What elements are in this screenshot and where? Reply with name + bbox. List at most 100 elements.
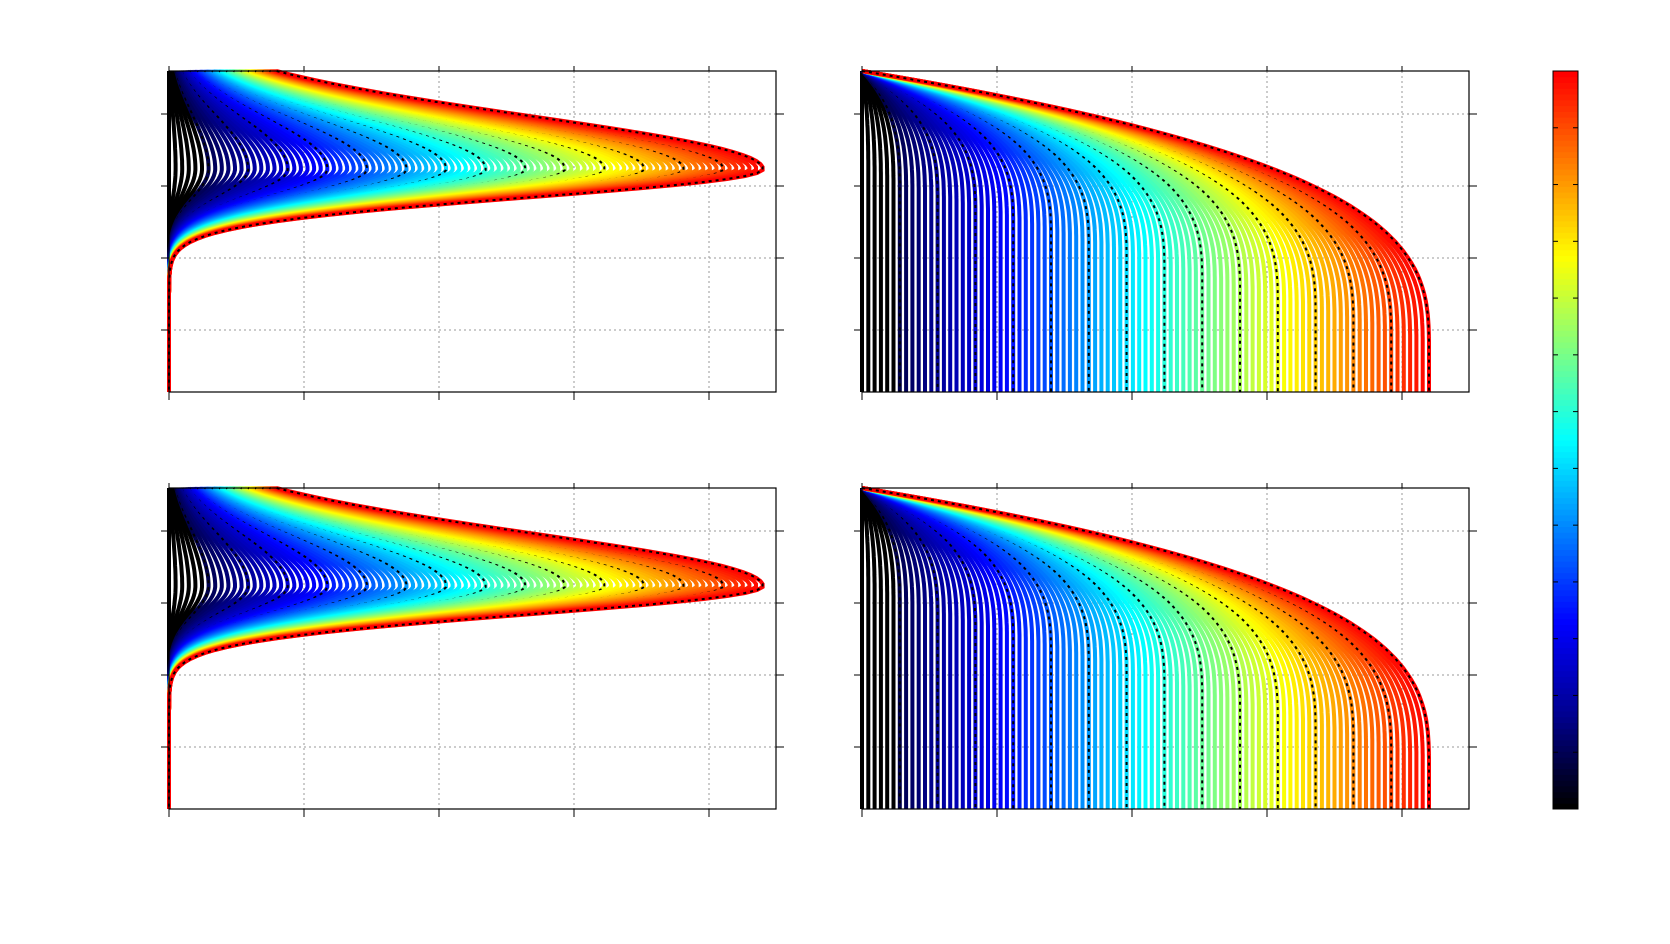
colorbar-cell [1553, 751, 1578, 758]
colorbar-cell [1553, 555, 1578, 562]
colorbar-cell [1553, 589, 1578, 597]
colorbar-cell [1553, 739, 1578, 747]
dashed-curve [861, 487, 1015, 809]
colorbar-cell [1553, 722, 1578, 729]
colorbar-cell [1553, 209, 1578, 216]
curve [860, 69, 927, 392]
panel [161, 66, 784, 400]
colorbar-cell [1553, 664, 1578, 672]
colorbar-cell [1553, 428, 1578, 435]
axes-frame [861, 70, 1470, 393]
colorbar-cell [1553, 509, 1578, 516]
colorbar-cell [1553, 757, 1578, 764]
colorbar-cell [1553, 416, 1578, 424]
curve [861, 486, 990, 809]
colorbar-cell [1553, 705, 1578, 712]
colorbar-cell [1553, 526, 1578, 533]
colorbar-cell [1553, 238, 1578, 245]
colorbar-cell [1553, 451, 1578, 458]
colorbar-cell [1553, 376, 1578, 383]
colorbar-cell [1553, 347, 1578, 355]
colorbar-cell [1553, 382, 1578, 389]
curve [861, 69, 1003, 392]
curve [861, 69, 1009, 392]
dashed-curve [861, 487, 1317, 809]
colorbar-cell [1553, 514, 1578, 522]
colorbar-frame [1552, 70, 1579, 810]
curve [860, 486, 927, 809]
curve [861, 486, 997, 809]
colorbar-cell [1553, 768, 1578, 775]
colorbar-cell [1553, 710, 1578, 718]
colorbar-cell [1553, 607, 1578, 614]
curve [860, 70, 883, 392]
colorbar-cell [1553, 71, 1578, 78]
curve [861, 69, 1022, 392]
curve [860, 486, 915, 809]
colorbar-cell [1553, 457, 1578, 464]
colorbar-cell [1553, 693, 1578, 700]
colorbar-cell [1553, 151, 1578, 158]
colorbar-cell [1553, 636, 1578, 643]
colorbar-cell [1553, 434, 1578, 441]
colorbar-cell [1553, 134, 1578, 141]
colorbar-cell [1553, 578, 1578, 585]
colorbar-cell [1553, 220, 1578, 228]
dashed-curve [861, 487, 977, 809]
colorbar-cell [1553, 601, 1578, 608]
colorbar-cell [1553, 197, 1578, 205]
colorbar-cell [1553, 549, 1578, 556]
colorbar-cell [1553, 82, 1578, 89]
colorbar-cell [1553, 422, 1578, 429]
curve [860, 69, 915, 392]
colorbar-cell [1553, 699, 1578, 706]
colorbar-cell [1553, 630, 1578, 637]
colorbar-cell [1553, 324, 1578, 331]
colorbar-cell [1553, 278, 1578, 285]
colorbar-cell [1553, 99, 1578, 107]
curve [861, 486, 1009, 809]
colorbar-cell [1553, 272, 1578, 280]
colorbar-cell [1553, 618, 1578, 625]
colorbar-cell [1553, 255, 1578, 262]
colorbar-cell [1553, 728, 1578, 735]
dashed-curve [861, 70, 1393, 392]
curve [860, 70, 877, 392]
colorbar-cell [1553, 76, 1578, 84]
colorbar-cell [1553, 405, 1578, 412]
colorbar-cell [1553, 797, 1578, 804]
colorbar-cell [1553, 336, 1578, 343]
axes-frame [168, 70, 777, 393]
axes-frame [168, 487, 777, 810]
colorbar-cell [1553, 249, 1578, 256]
colorbar-cell [1553, 491, 1578, 499]
colorbar-cell [1553, 647, 1578, 654]
dashed-curve [861, 487, 1393, 809]
colorbar-cell [1553, 785, 1578, 793]
colorbar-cell [1553, 169, 1578, 176]
colorbar-cell [1553, 330, 1578, 337]
colorbar-cell [1553, 301, 1578, 308]
colorbar-cell [1553, 641, 1578, 649]
colorbar-cell [1553, 486, 1578, 493]
colorbar-cell [1553, 676, 1578, 683]
colorbar-cell [1553, 145, 1578, 153]
colorbar-cell [1553, 474, 1578, 481]
colorbar-cell [1553, 624, 1578, 631]
colorbar-cell [1553, 128, 1578, 135]
colorbar-cell [1553, 780, 1578, 787]
colorbar-cell [1553, 122, 1578, 130]
curve [861, 69, 1028, 392]
curve [861, 69, 972, 392]
curve [861, 486, 1003, 809]
curve [860, 69, 934, 392]
curve [860, 70, 871, 392]
colorbar-cell [1553, 445, 1578, 453]
colorbar-cell [1553, 111, 1578, 118]
colorbar-cell [1553, 290, 1578, 297]
colorbar-cell [1553, 762, 1578, 770]
colorbar-cell [1553, 267, 1578, 274]
colorbar-cell [1553, 232, 1578, 239]
colorbar-cell [1553, 140, 1578, 147]
